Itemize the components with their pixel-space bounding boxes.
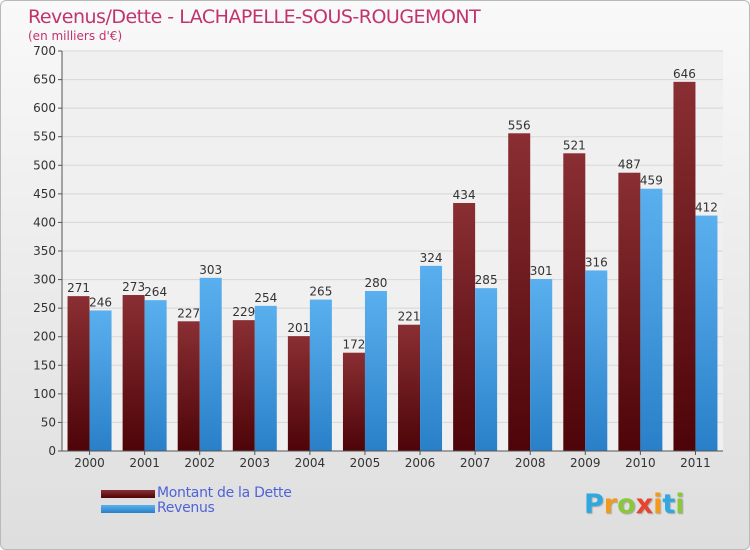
data-label-revenus-2010: 459 [640,174,663,188]
data-label-dette-2009: 521 [563,138,586,152]
bar-revenus-2000 [89,310,112,451]
bar-dette-2007 [453,203,476,451]
xtick-label-2003: 2003 [240,456,271,470]
ytick-label-500: 500 [33,158,56,172]
data-label-dette-2003: 229 [232,305,255,319]
logo-letter: P [584,489,604,520]
logo-letter: i [653,489,663,520]
bar-revenus-2003 [254,305,277,451]
xtick-label-2010: 2010 [625,456,656,470]
ytick-label-700: 700 [33,44,56,58]
xtick-label-2002: 2002 [184,456,215,470]
legend-swatch-dette [101,490,155,498]
bar-revenus-2011 [695,215,718,451]
bar-revenus-2004 [309,299,332,451]
bar-dette-2000 [67,296,90,451]
data-label-dette-2011: 646 [673,67,696,81]
bar-revenus-2007 [475,288,498,451]
ytick-label-250: 250 [33,301,56,315]
bar-revenus-2008 [530,279,553,451]
ytick-label-450: 450 [33,187,56,201]
bar-revenus-2006 [420,265,443,451]
logo-letter: o [617,489,636,520]
xtick-label-2009: 2009 [570,456,601,470]
legend-swatch-revenus [101,505,155,513]
data-label-revenus-2008: 301 [530,264,553,278]
ytick-label-50: 50 [41,415,56,429]
xtick-label-2001: 2001 [129,456,160,470]
xtick-label-2006: 2006 [405,456,436,470]
data-label-dette-2010: 487 [618,158,641,172]
xtick-label-2005: 2005 [350,456,381,470]
bar-dette-2005 [342,352,365,451]
xtick-label-2007: 2007 [460,456,491,470]
ytick-label-550: 550 [33,130,56,144]
ytick-label-400: 400 [33,215,56,229]
bar-dette-2010 [618,172,641,451]
bar-dette-2008 [508,133,531,452]
data-label-revenus-2009: 316 [585,255,608,269]
bar-dette-2011 [673,81,696,451]
data-label-revenus-2011: 412 [695,201,718,215]
logo-letter: i [675,489,685,520]
ytick-label-100: 100 [33,387,56,401]
data-label-revenus-2005: 280 [365,276,388,290]
chart-title: Revenus/Dette - LACHAPELLE-SOUS-ROUGEMON… [28,6,481,28]
bar-revenus-2002 [199,277,222,451]
data-label-dette-2001: 273 [122,280,145,294]
bar-dette-2001 [122,295,145,451]
ytick-label-150: 150 [33,358,56,372]
bar-revenus-2009 [585,270,608,451]
ytick-label-300: 300 [33,273,56,287]
ytick-label-600: 600 [33,101,56,115]
data-label-revenus-2000: 246 [89,295,112,309]
xtick-label-2004: 2004 [295,456,326,470]
data-label-dette-2004: 201 [287,321,310,335]
bar-dette-2004 [287,336,310,451]
ytick-label-650: 650 [33,73,56,87]
bar-dette-2003 [232,320,255,451]
ytick-label-0: 0 [48,444,56,458]
bar-revenus-2001 [144,300,167,451]
ytick-label-350: 350 [33,244,56,258]
xtick-label-2000: 2000 [74,456,105,470]
xtick-label-2011: 2011 [680,456,711,470]
data-label-revenus-2004: 265 [309,285,332,299]
proxiti-logo: Proxiti [584,489,685,520]
legend-label-revenus: Revenus [157,500,215,516]
bar-dette-2002 [177,321,200,451]
logo-letter: x [635,489,654,520]
data-label-dette-2008: 556 [508,118,531,132]
data-label-revenus-2002: 303 [199,263,222,277]
bar-dette-2009 [563,153,586,452]
data-label-dette-2005: 172 [343,338,366,352]
data-label-dette-2006: 221 [398,310,421,324]
bar-dette-2006 [398,324,421,451]
legend-label-dette: Montant de la Dette [157,485,292,501]
bar-revenus-2005 [364,291,387,451]
bar-revenus-2010 [640,188,663,451]
xtick-label-2008: 2008 [515,456,546,470]
logo-letter: t [662,489,676,520]
data-label-revenus-2003: 254 [254,291,277,305]
data-label-revenus-2006: 324 [420,251,443,265]
data-label-dette-2007: 434 [453,188,476,202]
data-label-revenus-2007: 285 [475,273,498,287]
logo-letter: r [603,489,618,520]
data-label-dette-2002: 227 [177,306,200,320]
chart-subtitle: (en milliers d'€) [28,29,123,43]
data-label-dette-2000: 271 [67,281,90,295]
data-label-revenus-2001: 264 [144,285,167,299]
ytick-label-200: 200 [33,330,56,344]
